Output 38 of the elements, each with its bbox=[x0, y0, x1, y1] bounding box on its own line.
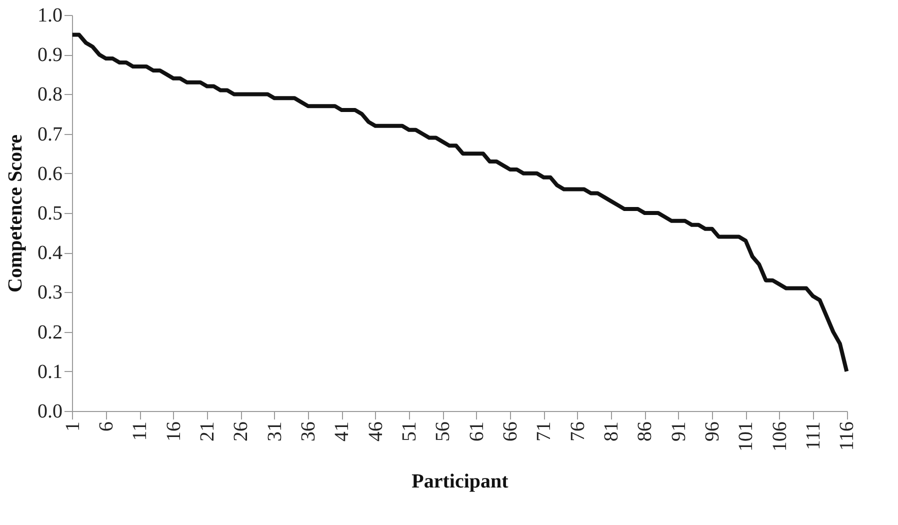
x-tick-label: 21 bbox=[196, 422, 218, 442]
y-axis-title: Competence Score bbox=[4, 134, 26, 292]
x-tick-label: 6 bbox=[96, 422, 118, 432]
x-tick-label: 76 bbox=[566, 422, 589, 442]
x-tick-label: 26 bbox=[230, 422, 252, 442]
x-tick-label: 51 bbox=[398, 422, 420, 442]
y-tick-label: 0.7 bbox=[38, 123, 62, 146]
x-tick-label: 56 bbox=[432, 422, 454, 442]
y-tick-label: 0.8 bbox=[38, 84, 62, 106]
x-tick-label: 61 bbox=[466, 422, 488, 442]
x-tick-label: 116 bbox=[836, 422, 858, 451]
y-tick-label: 0.1 bbox=[38, 360, 62, 383]
x-tick-label: 11 bbox=[129, 422, 152, 441]
x-tick-label: 96 bbox=[702, 422, 724, 442]
y-tick-label: 0.2 bbox=[38, 321, 62, 344]
x-tick-label: 106 bbox=[768, 422, 791, 452]
x-tick-label: 101 bbox=[735, 422, 758, 452]
y-tick-label: 0.4 bbox=[38, 242, 62, 264]
y-tick-label: 1.0 bbox=[38, 4, 62, 26]
x-tick-label: 31 bbox=[264, 422, 286, 442]
y-tick-label: 0.6 bbox=[38, 162, 62, 185]
x-axis-title: Participant bbox=[412, 470, 509, 492]
x-tick-label: 41 bbox=[331, 422, 354, 442]
x-tick-label: 16 bbox=[162, 422, 185, 442]
x-tick-label: 71 bbox=[533, 422, 556, 442]
y-tick-label: 0.0 bbox=[38, 400, 62, 422]
x-tick-label: 1 bbox=[62, 422, 84, 432]
line-series bbox=[70, 32, 849, 374]
x-tick-label: 36 bbox=[298, 422, 320, 442]
x-tick-label: 46 bbox=[364, 422, 387, 442]
x-tick-label: 81 bbox=[600, 422, 622, 442]
x-tick-label: 86 bbox=[634, 422, 656, 442]
x-tick-label: 111 bbox=[802, 422, 824, 450]
x-tick-label: 66 bbox=[500, 422, 522, 442]
x-tick-label: 91 bbox=[668, 422, 690, 442]
y-tick-label: 0.3 bbox=[38, 282, 62, 304]
y-tick-label: 0.9 bbox=[38, 44, 62, 66]
y-tick-label: 0.5 bbox=[38, 202, 62, 224]
